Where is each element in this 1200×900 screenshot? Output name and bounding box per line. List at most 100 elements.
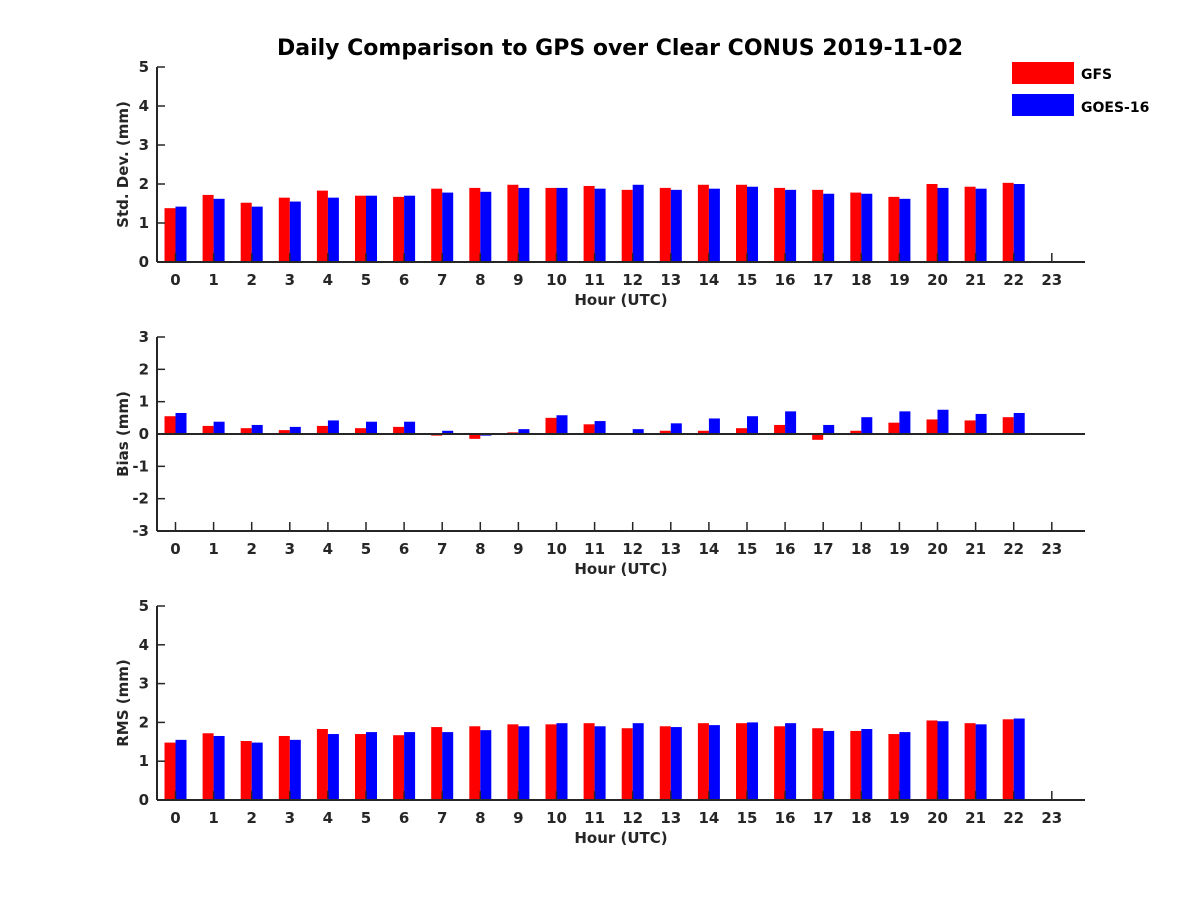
x-tick-label: 8	[475, 271, 485, 289]
bar-stddev-gfs-1	[202, 194, 214, 262]
bar-bias-goes16-19	[899, 411, 911, 434]
x-tick-label: 6	[399, 809, 409, 827]
x-tick-label: 13	[660, 809, 681, 827]
x-tick-label: 7	[437, 271, 447, 289]
bar-rms-gfs-13	[659, 726, 671, 800]
bar-rms-gfs-12	[621, 728, 633, 800]
bar-bias-goes16-12	[632, 429, 644, 434]
x-tick-label: 6	[399, 540, 409, 558]
x-tick-label: 1	[208, 540, 218, 558]
x-tick-label: 7	[437, 809, 447, 827]
bar-bias-goes16-15	[747, 416, 758, 434]
y-axis-label-rms: RMS (mm)	[114, 659, 132, 746]
bar-bias-goes16-1	[213, 421, 225, 434]
bar-stddev-gfs-2	[240, 202, 252, 262]
bar-rms-gfs-18	[850, 730, 862, 800]
x-tick-label: 18	[851, 540, 872, 558]
bar-rms-goes16-20	[937, 721, 949, 800]
bar-stddev-goes16-14	[708, 188, 720, 262]
bar-bias-goes16-22	[1013, 412, 1025, 434]
bar-rms-goes16-6	[404, 732, 416, 800]
bar-rms-goes16-19	[899, 732, 911, 800]
x-tick-label: 23	[1041, 809, 1062, 827]
bar-rms-gfs-5	[355, 734, 366, 800]
y-tick-label: 1	[139, 752, 149, 770]
bar-stddev-goes16-12	[632, 184, 644, 262]
x-tick-label: 11	[584, 271, 605, 289]
x-tick-label: 5	[361, 271, 371, 289]
x-tick-label: 22	[1003, 540, 1024, 558]
bar-rms-goes16-2	[251, 742, 263, 800]
bar-stddev-goes16-6	[404, 195, 416, 262]
x-axis-label-rms: Hour (UTC)	[574, 829, 667, 847]
bar-stddev-gfs-12	[621, 189, 633, 262]
x-tick-label: 16	[775, 271, 796, 289]
bar-bias-goes16-3	[289, 426, 301, 434]
y-tick-label: -2	[132, 490, 149, 508]
bar-rms-goes16-4	[327, 734, 339, 800]
legend: GFS GOES-16	[1012, 62, 1149, 116]
x-tick-label: 4	[323, 540, 333, 558]
bar-rms-gfs-1	[202, 733, 214, 800]
y-tick-label: 2	[139, 175, 149, 193]
y-tick-label: -1	[132, 457, 149, 475]
bar-bias-gfs-15	[736, 428, 747, 434]
bar-rms-gfs-10	[545, 724, 557, 800]
bar-stddev-gfs-7	[431, 188, 443, 262]
bar-stddev-goes16-0	[175, 206, 187, 262]
x-tick-label: 9	[513, 271, 523, 289]
x-tick-label: 10	[546, 271, 567, 289]
bar-rms-gfs-0	[164, 742, 176, 800]
x-axis-label-bias: Hour (UTC)	[574, 560, 667, 578]
bar-bias-goes16-0	[175, 412, 187, 434]
bar-rms-gfs-6	[393, 735, 405, 800]
bar-stddev-goes16-21	[975, 188, 987, 262]
bar-rms-gfs-3	[278, 735, 290, 800]
x-tick-label: 23	[1041, 271, 1062, 289]
y-tick-label: 4	[139, 636, 149, 654]
bar-bias-goes16-17	[823, 424, 835, 434]
x-tick-label: 1	[208, 271, 218, 289]
x-tick-label: 22	[1003, 271, 1024, 289]
bar-rms-goes16-7	[442, 732, 454, 800]
bar-rms-gfs-20	[926, 720, 938, 800]
x-tick-label: 20	[927, 540, 948, 558]
x-tick-label: 12	[622, 809, 643, 827]
bar-rms-gfs-22	[1002, 719, 1014, 800]
bar-rms-gfs-21	[964, 723, 976, 800]
bar-rms-goes16-12	[632, 723, 644, 800]
y-tick-label: 5	[139, 58, 149, 76]
x-tick-label: 15	[737, 809, 758, 827]
bar-bias-gfs-10	[545, 417, 557, 434]
x-tick-label: 3	[285, 809, 295, 827]
x-axis-label-stddev: Hour (UTC)	[574, 291, 667, 309]
bar-stddev-goes16-8	[480, 191, 492, 262]
bar-bias-goes16-5	[366, 421, 377, 434]
x-tick-label: 17	[813, 809, 834, 827]
bar-stddev-goes16-11	[594, 188, 606, 262]
x-tick-label: 13	[660, 271, 681, 289]
bar-stddev-gfs-5	[355, 195, 366, 262]
x-tick-label: 4	[323, 271, 333, 289]
bar-stddev-goes16-16	[785, 189, 797, 262]
bar-bias-gfs-13	[659, 430, 671, 434]
bar-bias-gfs-17	[812, 434, 824, 440]
bar-stddev-gfs-6	[393, 196, 405, 262]
bar-stddev-goes16-2	[251, 206, 263, 262]
bar-bias-gfs-21	[964, 420, 976, 434]
bar-bias-goes16-7	[442, 430, 454, 434]
x-tick-label: 19	[889, 809, 910, 827]
bar-bias-goes16-11	[594, 421, 606, 434]
x-tick-label: 7	[437, 540, 447, 558]
bar-stddev-gfs-17	[812, 189, 824, 262]
x-tick-label: 13	[660, 540, 681, 558]
bar-bias-gfs-4	[316, 425, 328, 434]
y-tick-label: 2	[139, 360, 149, 378]
bar-stddev-gfs-9	[507, 184, 519, 262]
legend-label-goes16: GOES-16	[1081, 100, 1149, 116]
x-tick-label: 3	[285, 540, 295, 558]
legend-swatch-goes16	[1012, 94, 1074, 116]
bar-bias-goes16-6	[404, 421, 416, 434]
